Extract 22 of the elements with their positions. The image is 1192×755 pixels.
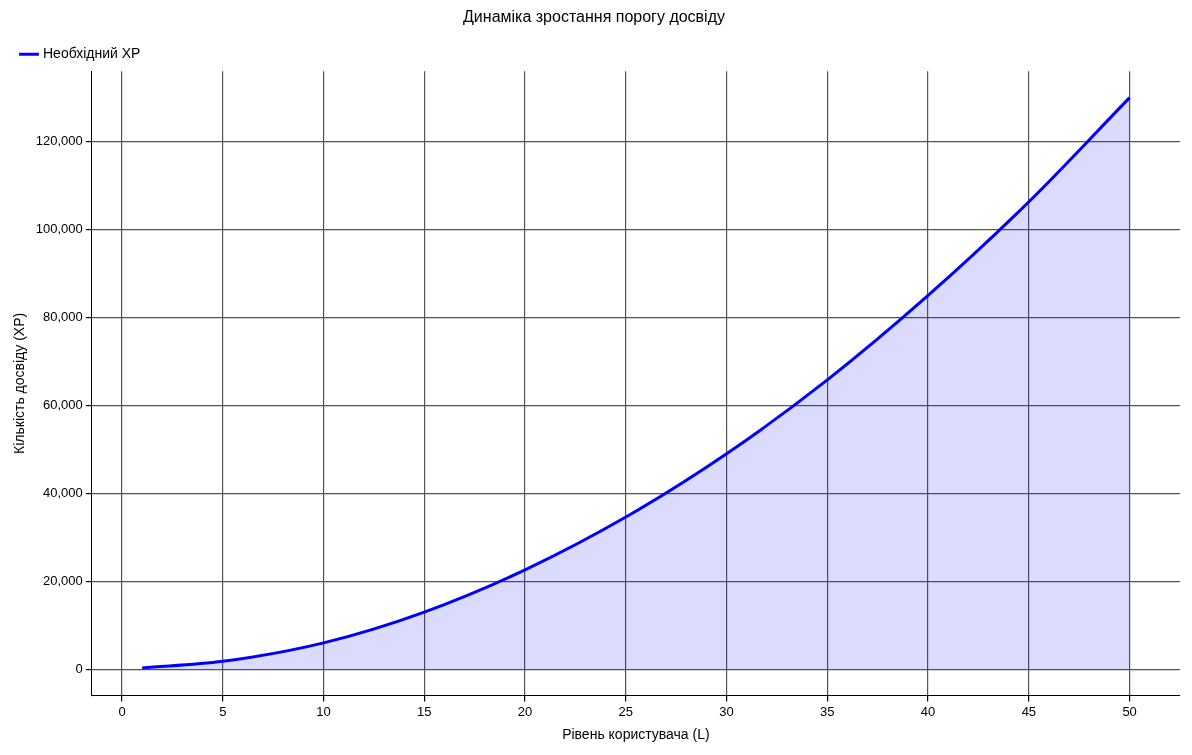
x-tick-label: 25 [618, 703, 634, 719]
x-tick-label: 0 [118, 703, 126, 719]
x-tick-label: 15 [417, 703, 432, 719]
x-tick-label: 10 [316, 703, 331, 719]
x-tick-label: 50 [1122, 703, 1137, 719]
y-tick-label: 20,000 [43, 572, 83, 588]
chart-title: Динаміка зростання порогу досвіду [463, 8, 725, 26]
y-tick-label: 100,000 [35, 221, 83, 237]
x-axis-title: Рівень користувача (L) [562, 726, 710, 743]
legend-label: Необхідний XP [43, 45, 141, 62]
x-tick-label: 20 [517, 703, 533, 719]
y-tick-label: 120,000 [35, 133, 83, 149]
y-tick-label: 60,000 [43, 396, 83, 412]
x-tick-label: 30 [719, 703, 734, 719]
y-axis-title: Кількість досвіду (XP) [11, 312, 28, 454]
x-tick-label: 5 [219, 703, 227, 719]
y-tick-label: 40,000 [43, 484, 83, 500]
x-tick-label: 45 [1021, 703, 1037, 719]
x-tick-label: 40 [920, 703, 936, 719]
y-tick-label: 80,000 [43, 309, 83, 325]
x-tick-label: 35 [820, 703, 835, 719]
y-tick-label: 0 [75, 660, 83, 676]
